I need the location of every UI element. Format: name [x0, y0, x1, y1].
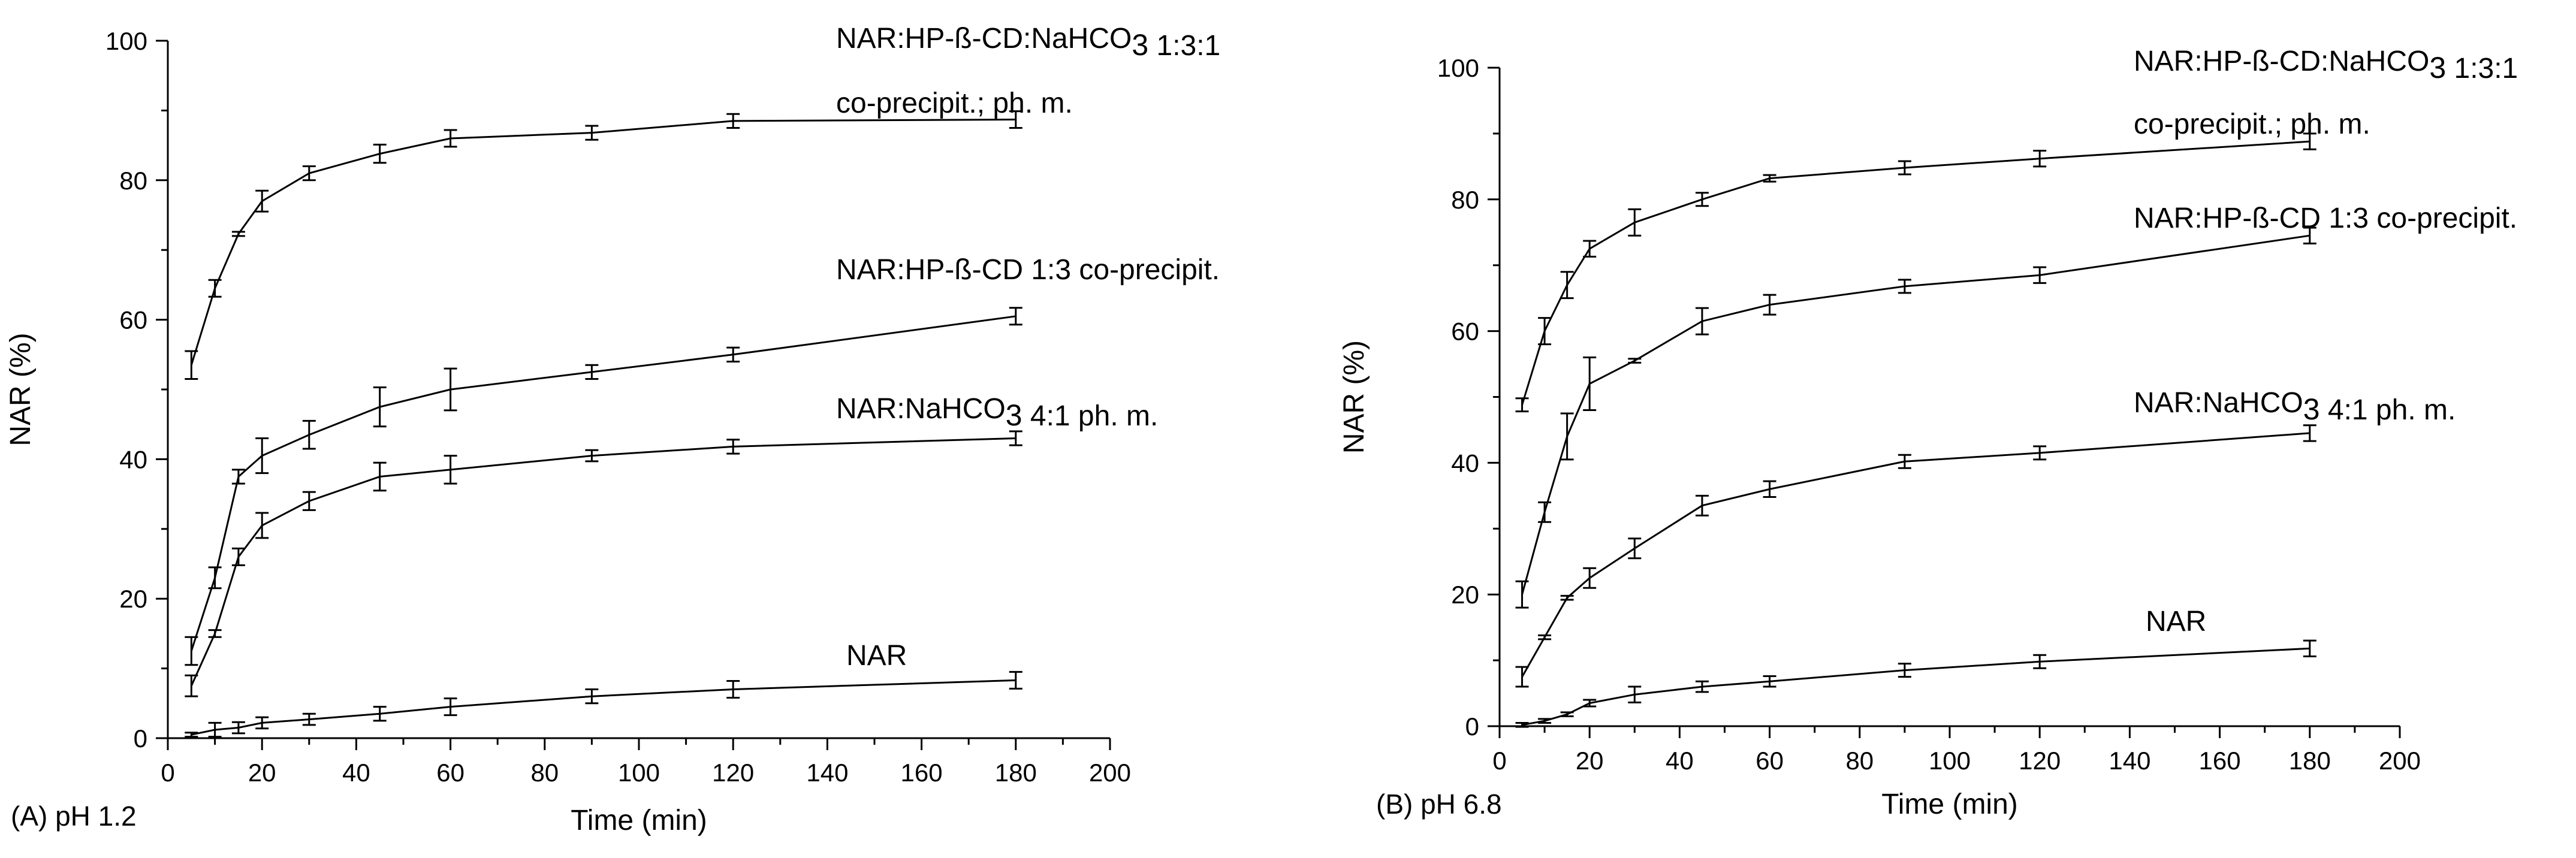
- series-line: [191, 679, 1016, 736]
- series-line: [1522, 647, 2310, 726]
- series-line: [190, 315, 1016, 651]
- x-tick-label: 160: [2199, 747, 2241, 775]
- y-tick-label: 0: [1465, 712, 1479, 741]
- series-label: NAR:HP-ß-CD 1:3 co-precipit.: [2134, 203, 2517, 234]
- x-tick-label: 120: [712, 759, 754, 787]
- x-tick-label: 60: [1755, 747, 1784, 775]
- series-line: [1521, 234, 2310, 595]
- x-tick-label: 80: [530, 759, 559, 787]
- y-tick-label: 80: [1451, 186, 1479, 214]
- x-tick-label: 100: [618, 759, 660, 787]
- y-tick-label: 60: [119, 306, 147, 334]
- x-tick-label: 80: [1845, 747, 1874, 775]
- x-tick-label: 100: [1929, 747, 1971, 775]
- series-2: NAR:HP-ß-CD 1:3 co-precipit.: [1515, 203, 2517, 609]
- series-line: [190, 437, 1016, 687]
- series-4: NAR: [185, 640, 1022, 738]
- panel-label: (A) pH 1.2: [11, 800, 137, 832]
- series-label: NAR:HP-ß-CD:NaHCO3 1:3:1: [2134, 46, 2518, 84]
- x-tick-label: 140: [806, 759, 848, 787]
- x-tick-label: 120: [2019, 747, 2061, 775]
- series-label: NAR:HP-ß-CD 1:3 co-precipit.: [836, 254, 1220, 286]
- series-label: NAR: [2146, 606, 2206, 638]
- y-tick-label: 100: [1437, 54, 1479, 82]
- series-2: NAR:HP-ß-CD 1:3 co-precipit.: [185, 254, 1220, 666]
- y-tick-label: 60: [1451, 318, 1479, 346]
- series-4: NAR: [1515, 606, 2316, 728]
- x-axis-label: Time (min): [571, 805, 707, 836]
- y-axis-label: NAR (%): [5, 333, 37, 446]
- y-tick-label: 0: [134, 724, 147, 753]
- x-axis-label: Time (min): [1881, 788, 2018, 820]
- x-tick-label: 40: [342, 759, 370, 787]
- series-label: NAR:NaHCO3 4:1 ph. m.: [836, 393, 1158, 432]
- series-label: NAR: [846, 640, 907, 672]
- series-label: NAR:HP-ß-CD:NaHCO3 1:3:1: [836, 23, 1220, 62]
- chart-panel-a: 0 20 40 60 80 100 120 140 160 180 200 0 20 40 60 80 100 T…: [5, 23, 1220, 836]
- y-tick-label: 20: [119, 585, 147, 613]
- x-tick-label: 160: [901, 759, 943, 787]
- series-3: NAR:NaHCO3 4:1 ph. m.: [185, 393, 1158, 697]
- series-line: [1521, 432, 2310, 678]
- y-tick-label: 20: [1451, 581, 1479, 609]
- y-tick-label: 40: [1451, 449, 1479, 477]
- series-line: [1521, 140, 2310, 406]
- y-tick-label: 40: [119, 445, 147, 473]
- chart-panel-b: 0 20 40 60 80 100 120 140 160 180 200 0 20 40 60 80 100 T…: [1338, 46, 2518, 820]
- y-tick-label: 100: [105, 27, 147, 55]
- x-tick-label: 180: [2289, 747, 2331, 775]
- x-tick-label: 20: [248, 759, 276, 787]
- y-tick-label: 80: [119, 167, 147, 195]
- x-tick-label: 200: [2379, 747, 2421, 775]
- panel-label: (B) pH 6.8: [1376, 788, 1502, 820]
- series-label: NAR:NaHCO3 4:1 ph. m.: [2134, 387, 2456, 426]
- x-tick-label: 0: [1492, 747, 1506, 775]
- x-tick-label: 140: [2109, 747, 2150, 775]
- x-tick-label: 60: [436, 759, 464, 787]
- x-tick-label: 180: [995, 759, 1037, 787]
- series-label: co-precipit.; ph. m.: [836, 87, 1073, 119]
- series-3: NAR:NaHCO3 4:1 ph. m.: [1515, 387, 2456, 688]
- x-tick-label: 200: [1089, 759, 1131, 787]
- x-tick-label: 20: [1576, 747, 1604, 775]
- series-label: co-precipit.; ph. m.: [2134, 108, 2370, 140]
- series-1: NAR:HP-ß-CD:NaHCO3 1:3:1 co-precipit.; ph…: [185, 23, 1220, 380]
- y-axis-label: NAR (%): [1338, 340, 1370, 454]
- x-tick-label: 40: [1666, 747, 1694, 775]
- x-tick-label: 0: [161, 759, 174, 787]
- series-line: [190, 119, 1016, 365]
- series-1: NAR:HP-ß-CD:NaHCO3 1:3:1 co-precipit.; ph…: [1515, 46, 2518, 413]
